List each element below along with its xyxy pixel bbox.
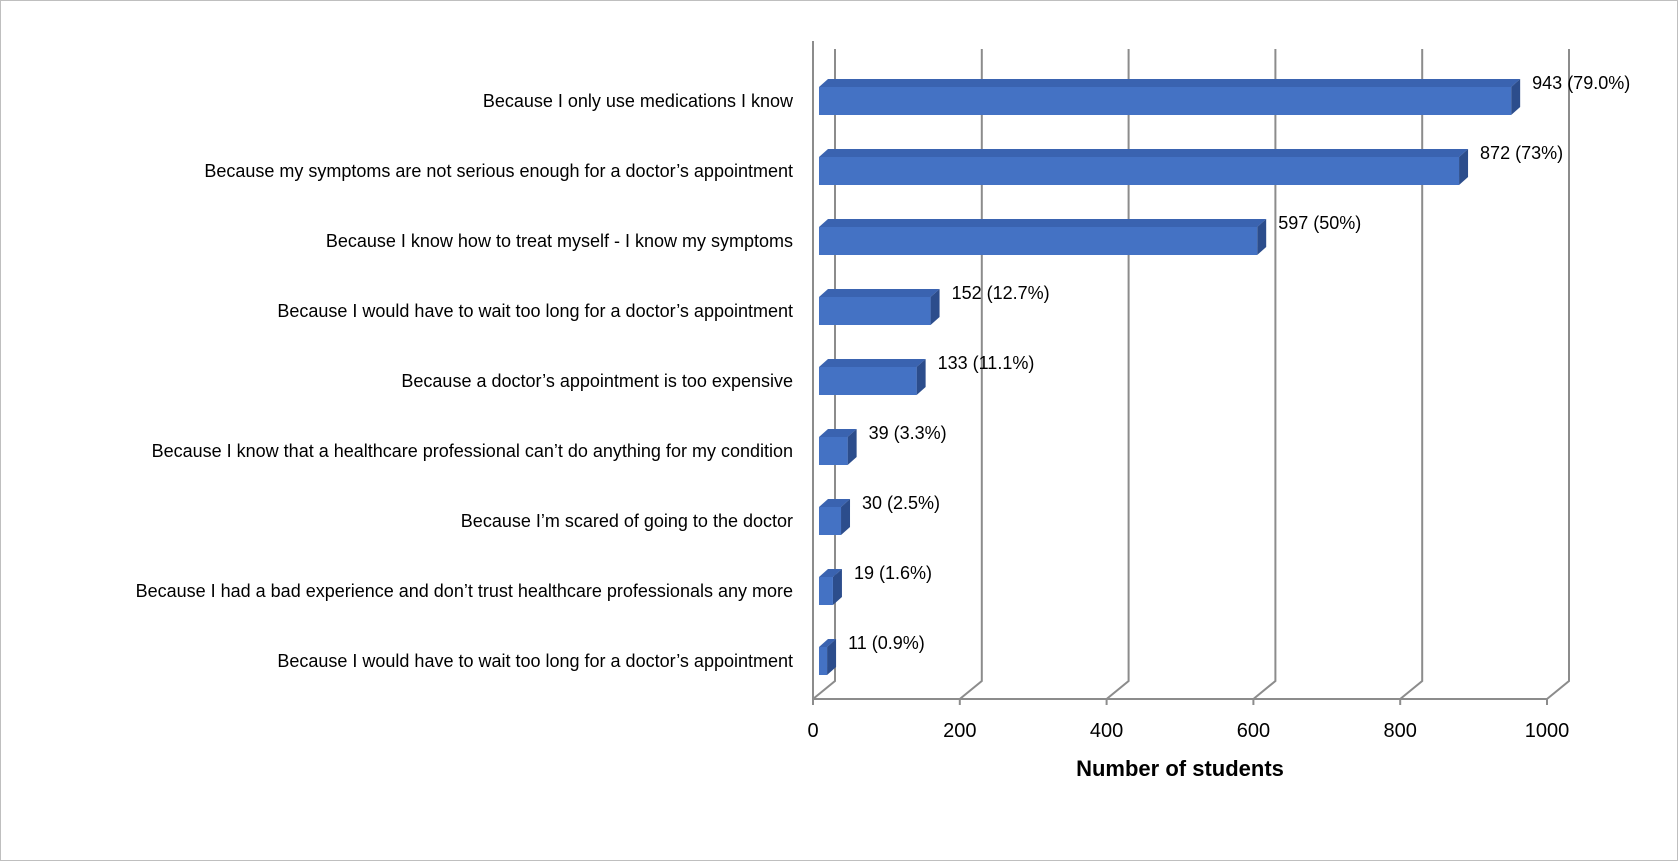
data-label: 872 (73%) [1480,143,1563,163]
x-tick-label: 1000 [1525,720,1570,742]
data-label: 133 (11.1%) [938,353,1035,373]
gridline [812,49,836,700]
bar-front-face [819,157,1460,185]
category-label: Because I would have to wait too long fo… [277,651,793,671]
bar-top-face [819,219,1267,227]
bar-side-face [930,289,940,325]
bar [819,499,851,535]
x-axis-title: Number of students [1076,756,1284,781]
bar-front-face [819,87,1512,115]
bar-top-face [819,569,842,577]
category-label: Because a doctor’s appointment is too ex… [401,371,793,391]
gridline [1399,49,1424,700]
bar-top-face [819,79,1521,87]
bar-front-face [819,367,917,395]
gridline [1105,49,1130,700]
bar-front-face [819,577,833,605]
data-label: 152 (12.7%) [952,283,1050,303]
bar-side-face [832,569,842,605]
bar-front-face [819,647,828,675]
x-axis: 0 200 400 600 800 1000 [807,698,1570,742]
category-label: Because I had a bad experience and don’t… [136,581,793,601]
bar-side-face [841,499,851,535]
bar-side-face [1459,149,1469,185]
bar [819,79,1521,115]
gridline [1546,49,1570,700]
category-label: Because I would have to wait too long fo… [277,301,793,321]
bar [819,219,1267,255]
x-tick-label: 400 [1090,720,1123,742]
bar-side-face [1511,79,1521,115]
data-label: 11 (0.9%) [848,633,925,653]
category-label: Because I’m scared of going to the docto… [461,511,793,531]
category-labels: Because I only use medications I know Bec… [136,91,794,671]
bar-side-face [1257,219,1267,255]
data-label: 30 (2.5%) [862,493,940,513]
x-tick-label: 200 [943,720,976,742]
bar-side-face [847,429,857,465]
bar-top-face [819,149,1469,157]
bar-front-face [819,437,848,465]
data-labels: 943 (79.0%) 872 (73%) 597 (50%) 152 (12.7%)… [848,73,1630,653]
bar-front-face [819,507,842,535]
bar-top-face [819,499,851,507]
gridline [1252,49,1277,700]
category-label: Because I know how to treat myself - I k… [326,231,793,251]
bar-top-face [819,639,837,647]
bar-front-face [819,227,1258,255]
bar [819,289,940,325]
category-label: Because my symptoms are not serious enou… [204,161,793,181]
data-label: 597 (50%) [1278,213,1361,233]
bar [819,569,842,605]
bar-top-face [819,289,940,297]
bars [819,79,1521,675]
bar-front-face [819,297,931,325]
bar [819,639,837,675]
bar-side-face [827,639,837,675]
bar [819,149,1469,185]
x-tick-label: 800 [1384,720,1417,742]
bar [819,429,857,465]
gridlines [812,41,1570,700]
x-tick-label: 600 [1237,720,1270,742]
bar [819,359,926,395]
category-label: Because I only use medications I know [483,91,794,111]
data-label: 39 (3.3%) [869,423,947,443]
bar-top-face [819,429,857,437]
bar-top-face [819,359,926,367]
data-label: 943 (79.0%) [1532,73,1630,93]
data-label: 19 (1.6%) [854,563,932,583]
gridline [959,49,983,700]
bar-side-face [916,359,926,395]
category-label: Because I know that a healthcare profess… [152,441,793,461]
x-tick-label: 0 [807,720,818,742]
